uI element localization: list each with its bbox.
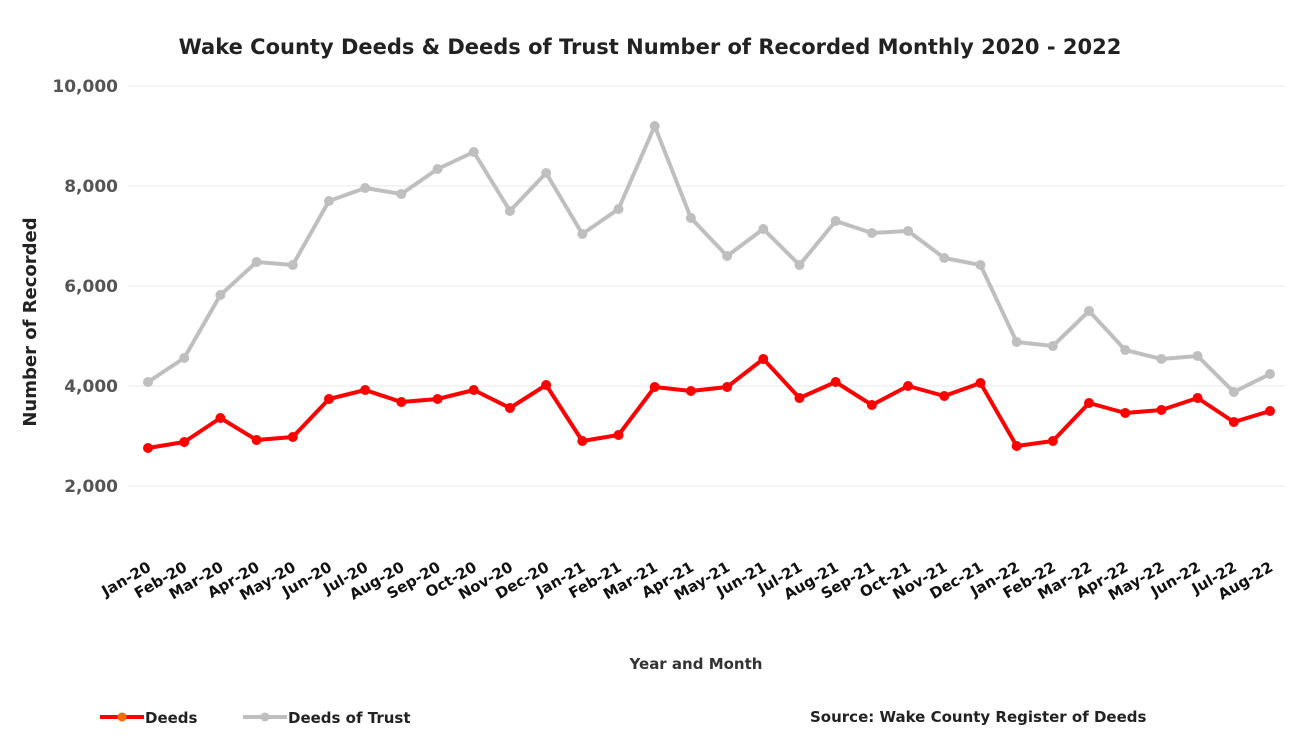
data-point-deeds: [323, 394, 334, 404]
data-point-deeds-of-trust: [1047, 341, 1058, 351]
data-point-deeds: [866, 400, 877, 410]
data-point-deeds: [360, 385, 371, 395]
data-point-deeds: [179, 437, 190, 447]
data-point-deeds: [758, 354, 769, 364]
data-point-deeds: [939, 391, 950, 401]
data-point-deeds: [649, 382, 660, 392]
data-point-deeds: [251, 435, 262, 445]
data-point-deeds-of-trust: [504, 206, 515, 216]
data-point-deeds-of-trust: [1156, 354, 1167, 364]
data-point-deeds: [1192, 393, 1203, 403]
data-point-deeds: [541, 380, 552, 390]
data-point-deeds: [143, 443, 153, 453]
data-point-deeds: [685, 386, 696, 396]
data-point-deeds-of-trust: [251, 257, 262, 267]
y-tick-label: 2,000: [64, 477, 118, 497]
data-point-deeds-of-trust: [577, 229, 588, 239]
y-tick-label: 4,000: [64, 377, 118, 397]
data-point-deeds-of-trust: [1192, 351, 1203, 361]
x-axis-label: Year and Month: [629, 655, 763, 673]
data-point-deeds-of-trust: [287, 260, 298, 270]
series-deeds-of-trust: [143, 121, 1275, 397]
data-point-deeds-of-trust: [975, 260, 986, 270]
data-point-deeds: [287, 432, 298, 442]
data-point-deeds-of-trust: [866, 228, 877, 238]
data-point-deeds-of-trust: [215, 290, 226, 300]
legend-item-deeds-of-trust: Deeds of Trust: [243, 709, 411, 727]
data-point-deeds-of-trust: [794, 260, 805, 270]
data-point-deeds: [1120, 408, 1131, 418]
data-point-deeds-of-trust: [396, 189, 407, 199]
data-point-deeds-of-trust: [613, 204, 624, 214]
data-point-deeds-of-trust: [758, 224, 769, 234]
data-point-deeds: [903, 381, 914, 391]
legend-item-deeds: Deeds: [100, 709, 198, 727]
data-point-deeds: [215, 413, 226, 423]
y-tick-label: 8,000: [64, 177, 118, 197]
data-point-deeds: [577, 436, 588, 446]
data-point-deeds: [613, 430, 624, 440]
data-point-deeds-of-trust: [722, 251, 733, 261]
y-tick-label: 6,000: [64, 277, 118, 297]
series-deeds: [143, 354, 1275, 453]
data-point-deeds: [504, 403, 515, 413]
y-axis-label: Number of Recorded: [20, 217, 41, 426]
data-point-deeds-of-trust: [1265, 369, 1275, 379]
chart-title: Wake County Deeds & Deeds of Trust Numbe…: [179, 35, 1122, 59]
data-point-deeds-of-trust: [1228, 387, 1239, 397]
series-line-deeds: [147, 357, 1271, 450]
data-point-deeds: [1011, 441, 1022, 451]
series-line-deeds-of-trust: [146, 124, 1271, 394]
data-point-deeds-of-trust: [323, 196, 334, 206]
data-point-deeds-of-trust: [1120, 345, 1131, 355]
data-point-deeds: [794, 393, 805, 403]
legend-marker-icon: [117, 712, 127, 722]
data-point-deeds-of-trust: [649, 121, 660, 131]
data-point-deeds-of-trust: [903, 226, 914, 236]
data-point-deeds: [468, 385, 479, 395]
data-point-deeds-of-trust: [541, 168, 552, 178]
data-point-deeds-of-trust: [685, 213, 696, 223]
data-point-deeds: [1047, 436, 1058, 446]
data-point-deeds: [722, 382, 733, 392]
data-point-deeds-of-trust: [939, 253, 950, 263]
data-point-deeds-of-trust: [143, 377, 153, 387]
data-point-deeds-of-trust: [830, 216, 841, 226]
data-point-deeds-of-trust: [179, 353, 190, 363]
data-point-deeds-of-trust: [432, 164, 443, 174]
data-point-deeds-of-trust: [1084, 306, 1095, 316]
data-point-deeds: [1156, 405, 1167, 415]
data-point-deeds-of-trust: [468, 147, 479, 157]
legend-marker-icon: [260, 712, 270, 722]
data-point-deeds-of-trust: [360, 183, 371, 193]
legend-label: Deeds of Trust: [288, 709, 411, 727]
data-point-deeds: [975, 378, 986, 388]
data-point-deeds: [432, 394, 443, 404]
data-point-deeds-of-trust: [1011, 337, 1022, 347]
data-point-deeds: [1265, 406, 1275, 416]
y-tick-label: 10,000: [52, 77, 118, 97]
source-note: Source: Wake County Register of Deeds: [810, 708, 1146, 726]
data-point-deeds: [1084, 398, 1095, 408]
data-point-deeds: [396, 397, 407, 407]
legend-label: Deeds: [145, 709, 198, 727]
data-point-deeds: [1228, 417, 1239, 427]
data-point-deeds: [830, 377, 841, 387]
